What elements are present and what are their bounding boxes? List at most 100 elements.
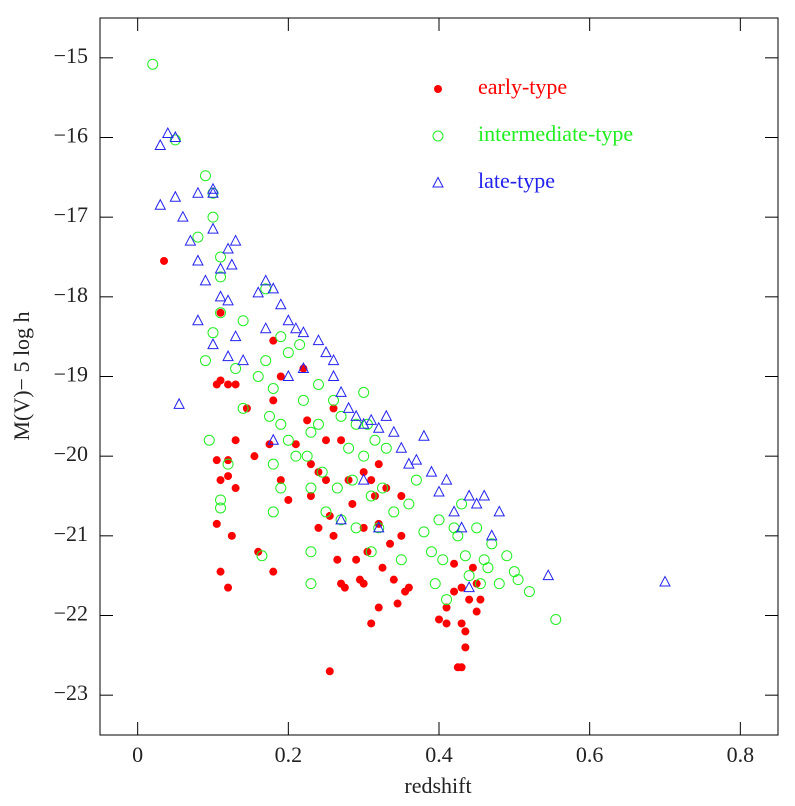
point [370, 492, 379, 500]
point [512, 574, 524, 586]
x-tick-label: 0.6 [576, 742, 604, 767]
point [523, 586, 535, 598]
point [224, 583, 233, 592]
point [327, 353, 340, 366]
point [161, 126, 174, 139]
x-tick-label: 0.4 [425, 742, 453, 767]
point [274, 298, 287, 310]
point [342, 401, 355, 413]
point [395, 554, 407, 566]
point [358, 386, 370, 398]
legend-marker [432, 176, 444, 188]
point [269, 396, 278, 405]
point [440, 473, 453, 485]
point [305, 482, 317, 494]
point [216, 308, 225, 317]
point [403, 498, 415, 510]
point [267, 382, 279, 394]
point [297, 326, 310, 338]
point [372, 421, 385, 433]
point [363, 547, 372, 556]
point [365, 413, 378, 425]
point [386, 539, 395, 548]
point [463, 581, 475, 593]
point [542, 569, 555, 581]
point [314, 523, 323, 532]
point [306, 492, 315, 500]
point [226, 258, 238, 270]
point [463, 489, 475, 501]
point [212, 519, 221, 528]
point [264, 410, 275, 422]
point [282, 314, 295, 326]
y-tick-label: −23 [54, 680, 88, 705]
point [269, 336, 278, 345]
x-axis-label: redshift [404, 773, 471, 798]
point [493, 505, 506, 517]
point [380, 442, 392, 454]
point [478, 554, 490, 566]
point [290, 322, 302, 334]
point [267, 458, 279, 470]
y-tick-label: −16 [54, 123, 88, 148]
point [482, 562, 494, 574]
point [237, 402, 249, 414]
point [207, 186, 219, 198]
point [388, 506, 400, 518]
point [203, 434, 215, 446]
point [154, 138, 167, 150]
point [441, 594, 453, 606]
point [301, 450, 313, 462]
point [282, 434, 294, 446]
point [474, 578, 486, 590]
point [252, 286, 265, 298]
legend-label: intermediate-type [478, 121, 633, 146]
point [169, 134, 181, 146]
point [290, 450, 302, 462]
point [404, 583, 413, 592]
point [374, 460, 383, 469]
point [229, 330, 242, 342]
y-tick-label: −15 [54, 43, 88, 68]
point [337, 436, 346, 445]
point [312, 378, 324, 390]
point [365, 546, 377, 558]
point [476, 595, 485, 604]
point [207, 338, 219, 350]
point [216, 376, 225, 385]
point [216, 567, 225, 576]
point [276, 372, 285, 381]
point [267, 506, 279, 518]
point [231, 484, 240, 493]
point [425, 546, 437, 558]
point [367, 619, 376, 628]
point [380, 409, 393, 421]
point [282, 347, 294, 359]
point [377, 482, 388, 494]
point [350, 409, 362, 421]
point [410, 453, 423, 465]
point [410, 474, 422, 486]
point [461, 627, 470, 636]
point [207, 182, 219, 194]
point [352, 555, 361, 564]
point [275, 482, 287, 494]
point [237, 315, 249, 327]
point [322, 436, 330, 445]
point [169, 130, 182, 142]
point [212, 456, 221, 465]
point [224, 456, 233, 465]
point [320, 346, 332, 358]
point [463, 570, 475, 582]
point [269, 567, 278, 576]
point [346, 474, 358, 486]
point [418, 429, 430, 441]
point [199, 170, 211, 182]
point [397, 531, 406, 540]
point [465, 595, 474, 604]
point [275, 331, 287, 343]
point [448, 505, 460, 517]
y-tick-label: −19 [54, 362, 88, 387]
point [457, 663, 466, 672]
point [276, 476, 285, 485]
